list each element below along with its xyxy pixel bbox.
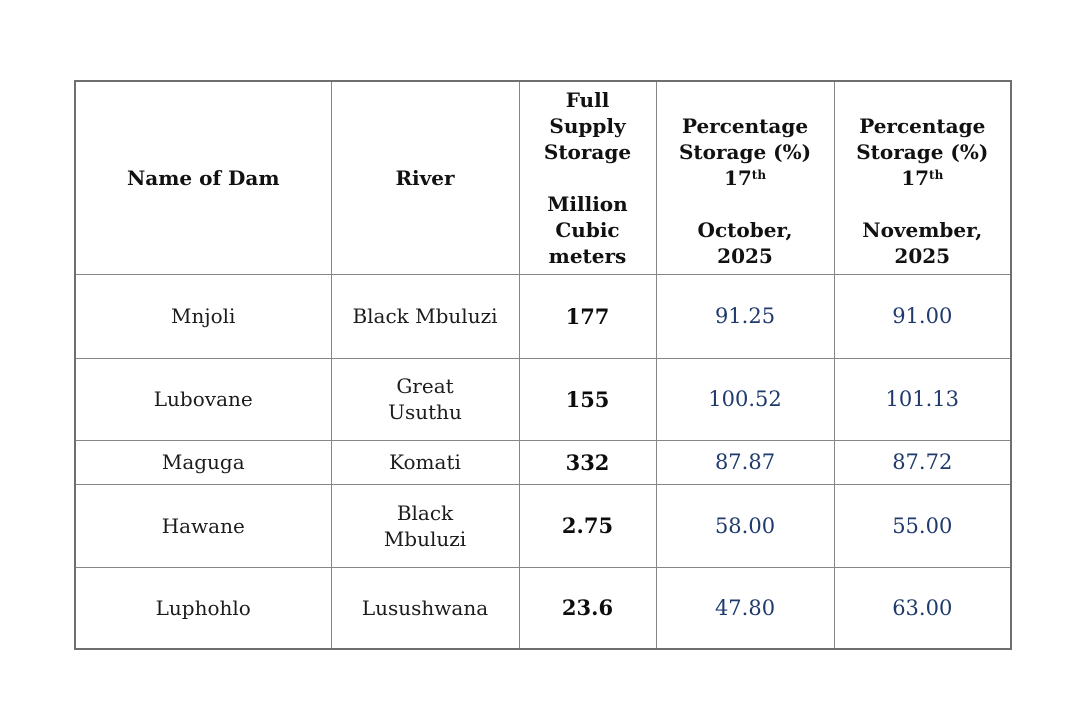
cell-full-supply: 155 [518,357,657,441]
day-ordinal-suffix: th [929,167,944,182]
day-ordinal-suffix: th [751,167,767,182]
header-full-supply-storage: Full Supply Storage Million Cubic meters [518,80,657,275]
table-row-luphohlo: Luphohlo Lusushwana 23.6 47.80 63.00 [74,566,1012,650]
cell-pct-october: 58.00 [655,483,835,568]
cell-pct-october: 100.52 [655,357,835,441]
cell-dam-name: Mnjoli [74,273,332,359]
header-pct-november-date: November, 2025 [862,217,983,268]
cell-pct-october: 87.87 [655,439,835,485]
header-pct-november-day: 17th [841,165,1005,191]
cell-full-supply: 23.6 [518,566,657,650]
header-pct-storage-november: Percentage Storage (%) 17th November, 20… [833,80,1012,275]
cell-dam-name: Luphohlo [74,566,332,650]
cell-dam-name: Hawane [74,483,332,568]
header-row: Name of Dam River Full Supply Storage Mi… [74,80,1012,275]
table-row-mnjoli: Mnjoli Black Mbuluzi 177 91.25 91.00 [74,273,1012,359]
cell-full-supply: 2.75 [518,483,657,568]
header-pct-october-title: Percentage Storage (%) [678,113,812,164]
day-number: 17 [723,165,752,190]
table-row-hawane: Hawane Black Mbuluzi 2.75 58.00 55.00 [74,483,1012,568]
cell-pct-november: 91.00 [833,273,1012,359]
cell-river: Komati [330,439,520,485]
cell-river: Great Usuthu [330,357,520,441]
header-pct-october-date: October, 2025 [697,217,793,268]
cell-pct-october: 47.80 [655,566,835,650]
header-pct-november-title: Percentage Storage (%) [856,113,989,164]
header-river: River [330,80,520,275]
header-name-of-dam: Name of Dam [74,80,332,275]
day-number: 17 [901,165,930,190]
table-row-maguga: Maguga Komati 332 87.87 87.72 [74,439,1012,485]
cell-pct-november: 63.00 [833,566,1012,650]
cell-river: Black Mbuluzi [330,483,520,568]
cell-pct-november: 101.13 [833,357,1012,441]
header-pct-storage-october: Percentage Storage (%) 17th October, 202… [655,80,835,275]
cell-river: Black Mbuluzi [330,273,520,359]
cell-river: Lusushwana [330,566,520,650]
cell-pct-november: 87.72 [833,439,1012,485]
dam-storage-table: Name of Dam River Full Supply Storage Mi… [74,80,1012,650]
cell-dam-name: Lubovane [74,357,332,441]
header-pct-october-day: 17th [663,165,828,191]
cell-full-supply: 177 [518,273,657,359]
table-row-lubovane: Lubovane Great Usuthu 155 100.52 101.13 [74,357,1012,441]
cell-pct-october: 91.25 [655,273,835,359]
cell-dam-name: Maguga [74,439,332,485]
cell-pct-november: 55.00 [833,483,1012,568]
cell-full-supply: 332 [518,439,657,485]
